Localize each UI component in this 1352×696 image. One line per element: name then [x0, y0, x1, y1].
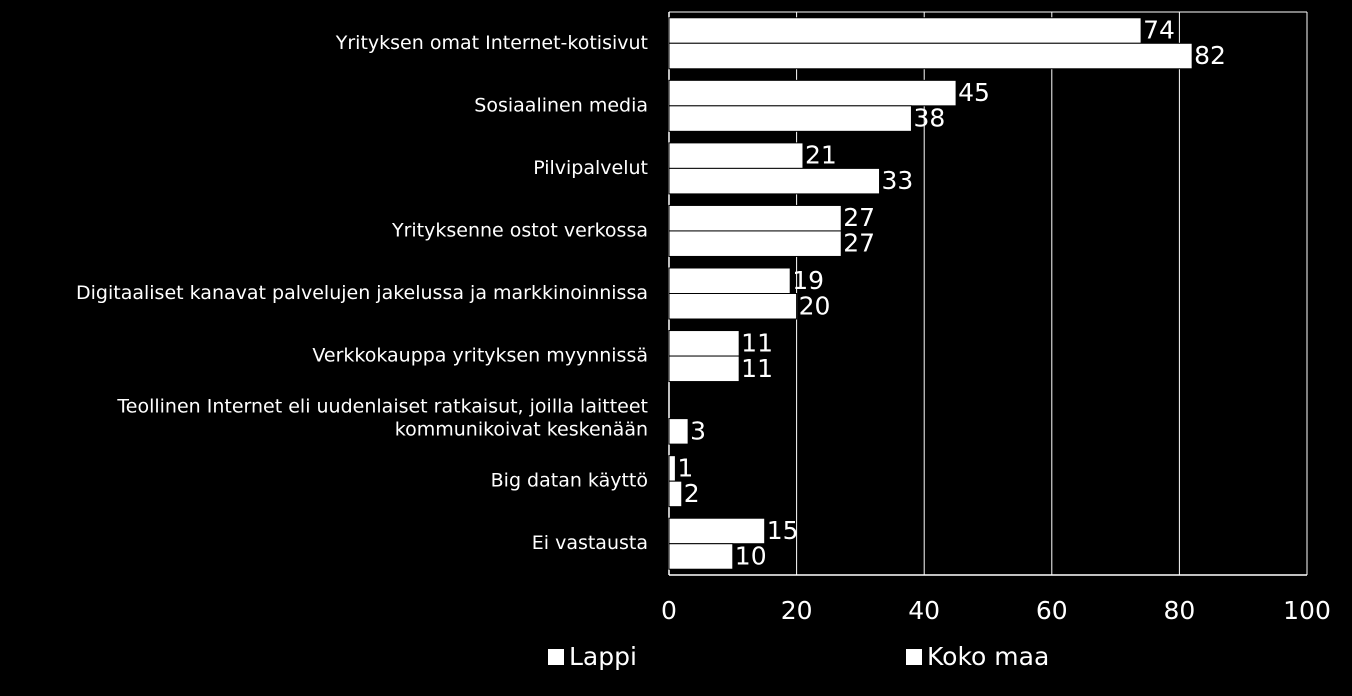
data-label: 10	[735, 541, 767, 570]
legend-swatch	[548, 649, 564, 665]
legend-label: Koko maa	[927, 642, 1049, 671]
bar-lappi	[668, 142, 804, 169]
data-label: 15	[767, 516, 799, 545]
bar-lappi	[668, 17, 1142, 44]
bar-lappi	[668, 517, 766, 545]
bar-koko-maa	[668, 167, 881, 195]
legend-label: Lappi	[569, 642, 637, 671]
category-label: Sosiaalinen media	[474, 94, 648, 116]
bar-koko-maa	[668, 42, 1193, 70]
x-tick-label: 40	[908, 596, 940, 625]
category-label: Big datan käyttö	[491, 470, 648, 492]
data-label: 45	[958, 78, 990, 107]
data-label: 19	[792, 266, 824, 295]
bar-lappi	[668, 79, 957, 107]
data-label: 33	[882, 166, 914, 195]
data-label: 82	[1194, 41, 1226, 70]
x-tick-label: 80	[1163, 596, 1195, 625]
category-label: Pilvipalvelut	[533, 157, 648, 179]
bar-lappi	[668, 455, 676, 482]
category-label: Teollinen Internet eli uudenlaiset ratka…	[116, 396, 648, 418]
data-label: 27	[843, 229, 875, 258]
bar-koko-maa	[668, 543, 734, 570]
category-label: Verkkokauppa yrityksen myynnissä	[312, 345, 648, 367]
data-label: 20	[799, 291, 831, 320]
data-label: 27	[843, 203, 875, 232]
bar-koko-maa	[668, 105, 912, 132]
data-label: 11	[741, 354, 773, 383]
data-label: 21	[805, 141, 837, 170]
data-label: 2	[684, 479, 700, 508]
data-label: 11	[741, 328, 773, 357]
category-label: Digitaaliset kanavat palvelujen jakeluss…	[76, 282, 648, 304]
x-tick-label: 100	[1283, 596, 1331, 625]
data-label: 74	[1143, 16, 1175, 45]
bar-koko-maa	[668, 480, 683, 508]
x-tick-label: 20	[781, 596, 813, 625]
x-tick-label: 60	[1036, 596, 1068, 625]
data-label: 38	[913, 104, 945, 133]
category-label: kommunikoivat keskenään	[395, 419, 648, 441]
category-label: Ei vastausta	[532, 532, 648, 554]
data-label: 1	[677, 453, 693, 482]
bar-lappi	[668, 330, 740, 357]
category-label: Yrityksen omat Internet-kotisivut	[335, 32, 648, 54]
legend-swatch	[906, 649, 922, 665]
bar-koko-maa	[668, 418, 689, 445]
bar-koko-maa	[668, 355, 740, 383]
bar-lappi	[668, 267, 791, 294]
bar-lappi	[668, 204, 842, 232]
bar-koko-maa	[668, 293, 798, 320]
x-tick-label: 0	[661, 596, 677, 625]
data-label: 3	[690, 416, 706, 445]
category-label: Yrityksenne ostot verkossa	[391, 219, 648, 241]
bar-koko-maa	[668, 230, 842, 257]
